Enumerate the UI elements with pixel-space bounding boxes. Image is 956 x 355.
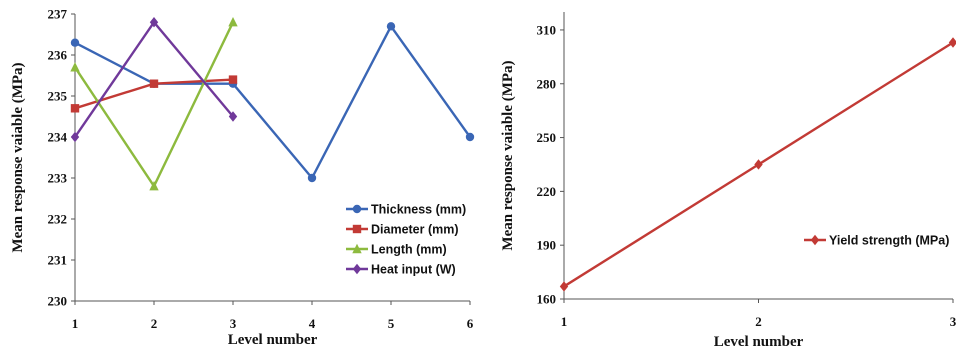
data-point xyxy=(70,104,80,113)
x-tick-label: 2 xyxy=(151,316,158,331)
x-tick-label: 3 xyxy=(230,316,237,331)
right-chart: 160 190 220 250 280 310 1 2 3 Level number Mean re… xyxy=(500,12,956,350)
y-tick-label: 160 xyxy=(537,292,557,307)
x-tick-label: 5 xyxy=(388,316,395,331)
y-tick-label: 230 xyxy=(48,294,68,309)
x-tick-label: 1 xyxy=(72,316,79,331)
legend-entry: Heat input (W) xyxy=(346,263,456,277)
series-line xyxy=(74,24,471,181)
data-point xyxy=(149,17,159,28)
data-point xyxy=(465,132,475,142)
data-point xyxy=(228,17,238,27)
data-point xyxy=(70,38,80,47)
y-tick-label: 280 xyxy=(537,76,557,91)
data-point xyxy=(149,181,159,191)
data-point xyxy=(149,79,159,88)
y-axis-title: Mean response vaiable (MPa) xyxy=(500,60,516,250)
data-point xyxy=(228,111,238,122)
series-length-mm xyxy=(70,17,238,191)
legend-label: Thickness (mm) xyxy=(371,203,466,217)
y-tick-label: 234 xyxy=(48,130,68,145)
legend-marker xyxy=(352,204,362,214)
x-tick-label: 6 xyxy=(467,316,474,331)
legend-label: Yield strength (MPa) xyxy=(829,234,949,248)
series-heat-input-w xyxy=(70,17,238,143)
data-point xyxy=(70,62,80,72)
y-axis-title: Mean response vaiable (MPa) xyxy=(10,62,26,252)
legend-marker xyxy=(352,263,362,275)
legend-entry: Yield strength (MPa) xyxy=(804,234,949,248)
data-point xyxy=(386,22,396,31)
legend-label: Diameter (mm) xyxy=(371,223,459,237)
legend-label: Length (mm) xyxy=(371,243,447,257)
legend-marker xyxy=(810,234,820,246)
x-axis-title: Level number xyxy=(714,334,804,350)
y-tick-label: 236 xyxy=(48,48,68,63)
y-tick-label: 310 xyxy=(537,22,557,37)
data-point xyxy=(307,173,317,183)
series-yield-strength-mpa xyxy=(559,37,956,292)
legend-entry: Length (mm) xyxy=(346,243,447,257)
y-tick-label: 220 xyxy=(537,184,557,199)
x-axis-title: Level number xyxy=(228,332,318,348)
y-tick-label: 232 xyxy=(48,212,68,227)
data-point xyxy=(559,281,569,292)
legend-entry: Thickness (mm) xyxy=(346,203,466,217)
data-point xyxy=(70,131,80,143)
data-point xyxy=(948,37,956,48)
data-point xyxy=(754,159,763,170)
x-tick-label: 2 xyxy=(755,314,762,329)
y-tick-label: 233 xyxy=(48,171,68,186)
y-tick-label: 235 xyxy=(48,89,68,104)
legend-label: Heat input (W) xyxy=(371,263,456,277)
legend-entry: Diameter (mm) xyxy=(346,223,459,237)
x-tick-label: 1 xyxy=(561,314,568,329)
data-point xyxy=(228,75,238,84)
legend-marker xyxy=(352,243,362,254)
y-tick-label: 190 xyxy=(537,238,557,253)
y-tick-label: 237 xyxy=(48,7,68,22)
legend-marker xyxy=(352,224,362,234)
y-tick-label: 231 xyxy=(48,253,68,268)
y-tick-label: 250 xyxy=(537,130,557,145)
x-tick-label: 3 xyxy=(950,314,956,329)
series-thickness-mm xyxy=(70,22,475,183)
x-tick-label: 4 xyxy=(309,316,316,331)
